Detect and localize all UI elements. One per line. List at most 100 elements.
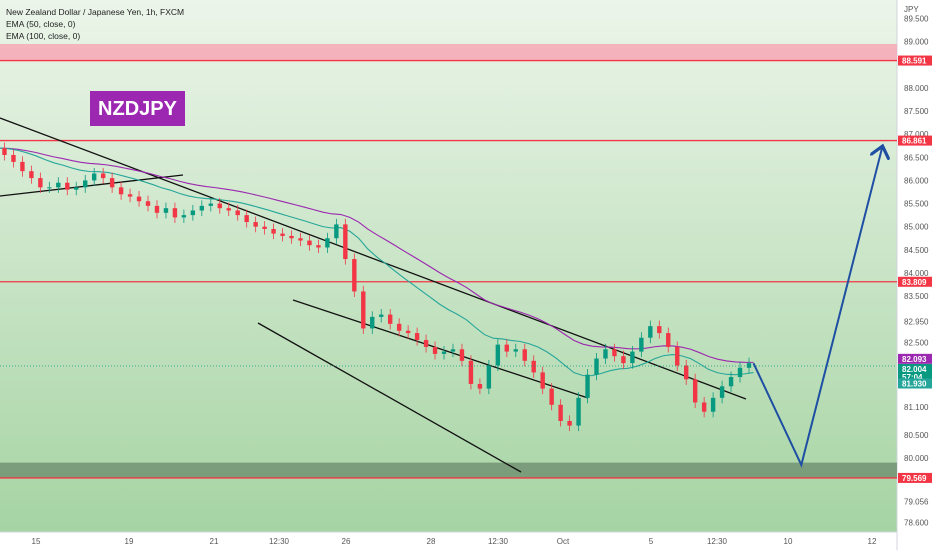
symbol-badge-text: NZDJPY xyxy=(98,98,178,120)
candle-body xyxy=(334,224,339,239)
candle-body xyxy=(181,215,187,218)
trendlines xyxy=(0,117,747,473)
candle-body xyxy=(495,344,501,366)
candle-body xyxy=(666,333,671,347)
candle-body xyxy=(29,171,34,179)
plot-background xyxy=(0,0,897,532)
candle-body xyxy=(208,203,213,206)
legend-symbol[interactable]: New Zealand Dollar / Japanese Yen, 1h, F… xyxy=(6,7,184,17)
candle-body xyxy=(477,383,483,389)
candle-body xyxy=(450,349,456,352)
projection-path xyxy=(752,148,882,468)
level-badge-3 xyxy=(898,472,932,483)
candle-body xyxy=(387,314,393,324)
candle-body xyxy=(594,358,599,375)
current-price-badge xyxy=(898,363,932,382)
candle-body xyxy=(127,194,133,197)
y-tick-label: 86.500 xyxy=(904,153,929,162)
candle-body xyxy=(567,420,572,426)
support-zone xyxy=(0,462,897,478)
ema50-badge-text: 81.930 xyxy=(902,380,927,389)
candle-body xyxy=(405,330,411,334)
candle-body xyxy=(441,351,447,354)
y-tick-label: 85.000 xyxy=(904,223,929,232)
candle-body xyxy=(226,208,231,211)
legend-ema100[interactable]: EMA (100, close, 0) xyxy=(6,31,80,41)
candle-body xyxy=(648,326,653,338)
candle-body xyxy=(2,148,7,155)
y-tick-label: 80.000 xyxy=(904,454,929,463)
candle-body xyxy=(307,240,312,246)
candle-body xyxy=(719,386,725,398)
y-tick-label: 89.500 xyxy=(904,15,929,24)
candle-body xyxy=(253,222,258,227)
candle-body xyxy=(172,208,178,218)
legend-ema50[interactable]: EMA (50, close, 0) xyxy=(6,19,76,29)
symbol-badge: NZDJPY xyxy=(90,91,185,126)
ema100-badge xyxy=(898,353,932,364)
current-price-badge-countdown: 57:04 xyxy=(902,373,923,382)
y-tick-label: 84.000 xyxy=(904,269,929,278)
x-tick-label: Oct xyxy=(557,537,570,546)
candle-body xyxy=(468,360,474,384)
candle-body xyxy=(190,210,196,216)
candle-body xyxy=(100,173,106,179)
y-tick-label: 78.600 xyxy=(904,519,929,528)
candle-body xyxy=(585,374,590,398)
candle-body xyxy=(746,363,752,368)
candle-body xyxy=(737,367,743,378)
candle-body xyxy=(74,187,79,190)
y-tick-label: 84.500 xyxy=(904,246,929,255)
y-tick-label: 85.500 xyxy=(904,200,929,209)
candle-body xyxy=(639,337,644,352)
x-tick-label: 5 xyxy=(649,537,654,546)
y-tick-label: 86.000 xyxy=(904,176,929,185)
candle-body xyxy=(701,402,707,412)
level-badge-0-text: 88.591 xyxy=(902,57,927,66)
y-tick-label: 80.500 xyxy=(904,431,929,440)
candle-body xyxy=(325,238,330,248)
x-tick-label: 12:30 xyxy=(488,537,509,546)
y-tick-label: 82.950 xyxy=(904,318,929,327)
candle-body xyxy=(558,404,563,421)
x-tick-label: 28 xyxy=(427,537,436,546)
y-tick-label: 88.000 xyxy=(904,84,929,93)
ema-50-line xyxy=(0,147,754,377)
candle-body xyxy=(657,326,662,334)
ema-100-line xyxy=(0,147,754,363)
candles xyxy=(2,142,752,432)
candle-body xyxy=(370,316,375,329)
candle-body xyxy=(280,233,285,236)
level-badge-2 xyxy=(898,276,932,287)
candle-body xyxy=(459,349,465,361)
candle-body xyxy=(118,187,124,195)
level-badge-1-text: 86.861 xyxy=(902,137,927,146)
candle-body xyxy=(603,349,608,359)
candle-body xyxy=(513,349,518,352)
candle-body xyxy=(109,178,115,188)
ema50-badge xyxy=(898,378,932,389)
x-tick-label: 19 xyxy=(125,537,134,546)
candle-body xyxy=(65,182,70,190)
candle-body xyxy=(522,349,527,361)
candle-body xyxy=(217,203,222,209)
candle-body xyxy=(531,360,536,373)
x-tick-label: 12:30 xyxy=(269,537,290,546)
candle-body xyxy=(83,180,88,188)
x-axis-ticks: 15 19 21 12:30 26 28 12:30 Oct 5 12:30 10 12 xyxy=(32,537,877,546)
candle-body xyxy=(11,154,16,162)
candle-body xyxy=(612,349,617,357)
candle-body xyxy=(289,235,294,239)
y-tick-label: 87.000 xyxy=(904,130,929,139)
candle-body xyxy=(549,388,554,405)
legend: New Zealand Dollar / Japanese Yen, 1h, F… xyxy=(6,7,184,41)
x-tick-label: 12 xyxy=(868,537,877,546)
candle-body xyxy=(20,161,25,172)
candle-body xyxy=(91,173,97,181)
early-trendline xyxy=(0,174,184,197)
candle-body xyxy=(728,377,734,387)
candle-body xyxy=(379,314,384,317)
level-badge-2-text: 83.809 xyxy=(902,278,927,287)
y-tick-label: 87.500 xyxy=(904,107,929,116)
